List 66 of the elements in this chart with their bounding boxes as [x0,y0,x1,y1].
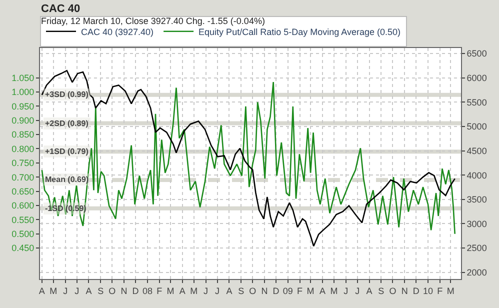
x-tick-label: J [344,286,348,296]
x-tick-label: O [108,286,116,296]
y-tick-label: 1.000 [12,87,34,98]
y2-tick-label: 6500 [466,48,487,59]
x-tick-label: M [166,286,174,296]
y2-tick-label: 4000 [466,170,487,180]
chart-title: CAC 40 [41,3,80,15]
x-tick-label: 09 [282,286,293,296]
x-tick-label: M [190,286,198,296]
y2-tick-label: 5500 [466,97,487,108]
x-tick-label: F [437,286,444,296]
chart-subtitle: Friday, 12 March 10, Close 3927.40 Chg. -1.55 (-0.04%) [41,16,265,26]
y-tick-label: 0.850 [12,130,34,140]
x-tick-label: 10 [422,286,434,296]
y2-tick-label: 6000 [466,73,487,84]
ref-line-label: +3SD (0.99) [45,90,89,99]
y-tick-label: 0.500 [12,229,34,240]
y-tick-label: 0.450 [12,243,34,254]
x-tick-label: D [412,286,420,296]
x-tick-label: A [179,286,186,296]
x-tick-label: N [120,286,128,296]
x-tick-label: M [50,286,58,296]
y-tick-label: 0.650 [12,186,34,196]
x-tick-label: A [319,286,326,296]
y2-tick-label: 2000 [466,267,487,278]
y-tick-label: 0.900 [12,116,34,126]
x-tick-label: O [389,286,396,296]
legend-label: CAC 40 (3927.40) [81,26,154,37]
x-tick-label: J [355,286,360,296]
y2-tick-label: 3500 [466,194,487,205]
x-tick-label: M [330,286,338,296]
x-tick-label: F [297,286,304,296]
y-tick-label: 0.950 [12,101,34,112]
x-tick-label: A [86,286,92,296]
x-tick-label: A [226,286,232,296]
legend-label: Equity Put/Call Ratio 5-Day Moving Average (0.50) [198,26,400,37]
y2-tick-label: 2500 [466,243,487,254]
x-tick-label: A [38,286,45,296]
x-tick-label: J [204,286,208,296]
y-tick-label: 0.600 [12,200,34,211]
x-tick-label: S [238,286,244,296]
y-tick-label: 0.550 [12,214,34,225]
x-tick-label: A [366,286,372,296]
y-tick-label: 0.750 [12,158,34,168]
x-tick-label: M [446,286,454,296]
x-tick-label: D [272,286,280,296]
x-tick-label: J [215,286,220,296]
x-tick-label: N [401,286,408,296]
y-tick-label: 0.800 [12,144,34,154]
x-tick-label: S [98,286,104,296]
ref-line-label: +2SD (0.89) [45,119,89,128]
y2-tick-label: 3000 [466,218,487,229]
x-tick-label: J [63,286,68,296]
y-tick-label: 1.050 [12,72,34,83]
x-tick-label: F [156,286,163,296]
x-tick-label: D [132,286,140,296]
x-tick-label: O [249,286,256,296]
y2-tick-label: 5000 [466,122,487,132]
x-tick-label: 08 [142,286,152,296]
y2-tick-label: 4500 [466,146,487,156]
x-tick-label: M [306,286,314,296]
y-tick-label: 0.700 [12,172,34,182]
x-tick-label: S [378,286,384,296]
ref-line-label: +1SD (0.79) [45,147,89,156]
x-tick-label: N [261,286,268,296]
x-tick-label: J [74,286,80,296]
